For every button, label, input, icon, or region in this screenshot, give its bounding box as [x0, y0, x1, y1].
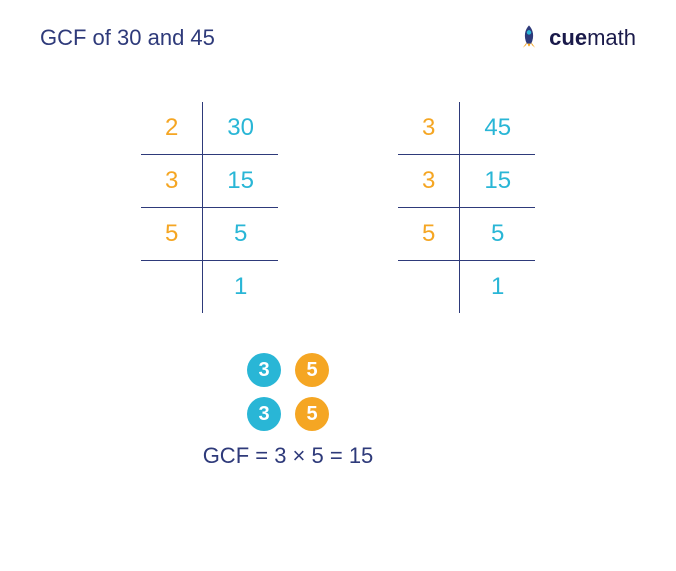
logo-text: cuemath	[549, 25, 636, 51]
brand-logo: cuemath	[515, 24, 636, 52]
factor-cell	[141, 261, 203, 314]
value-cell: 1	[203, 261, 278, 314]
factor-table-a: 230315551	[141, 102, 278, 313]
common-factors-section: 35 35 GCF = 3 × 5 = 15	[0, 353, 636, 469]
chip-row-1: 35	[0, 353, 636, 387]
factorization-tables: 230315551 345315551	[40, 102, 636, 313]
factor-chip: 5	[295, 353, 329, 387]
factor-table-b: 345315551	[398, 102, 535, 313]
factor-cell: 2	[141, 102, 203, 155]
value-cell: 15	[460, 155, 535, 208]
value-cell: 1	[460, 261, 535, 314]
gcf-result: GCF = 3 × 5 = 15	[0, 443, 636, 469]
value-cell: 5	[460, 208, 535, 261]
header: GCF of 30 and 45 cuemath	[40, 24, 636, 52]
factor-chip: 3	[247, 397, 281, 431]
page-title: GCF of 30 and 45	[40, 25, 215, 51]
factor-cell: 5	[141, 208, 203, 261]
chip-row-2: 35	[0, 397, 636, 431]
factor-cell: 3	[398, 102, 460, 155]
value-cell: 45	[460, 102, 535, 155]
factor-cell: 3	[398, 155, 460, 208]
factor-cell: 3	[141, 155, 203, 208]
value-cell: 15	[203, 155, 278, 208]
factor-chip: 5	[295, 397, 329, 431]
value-cell: 5	[203, 208, 278, 261]
factor-chip: 3	[247, 353, 281, 387]
value-cell: 30	[203, 102, 278, 155]
rocket-icon	[515, 24, 543, 52]
factor-cell	[398, 261, 460, 314]
factor-cell: 5	[398, 208, 460, 261]
